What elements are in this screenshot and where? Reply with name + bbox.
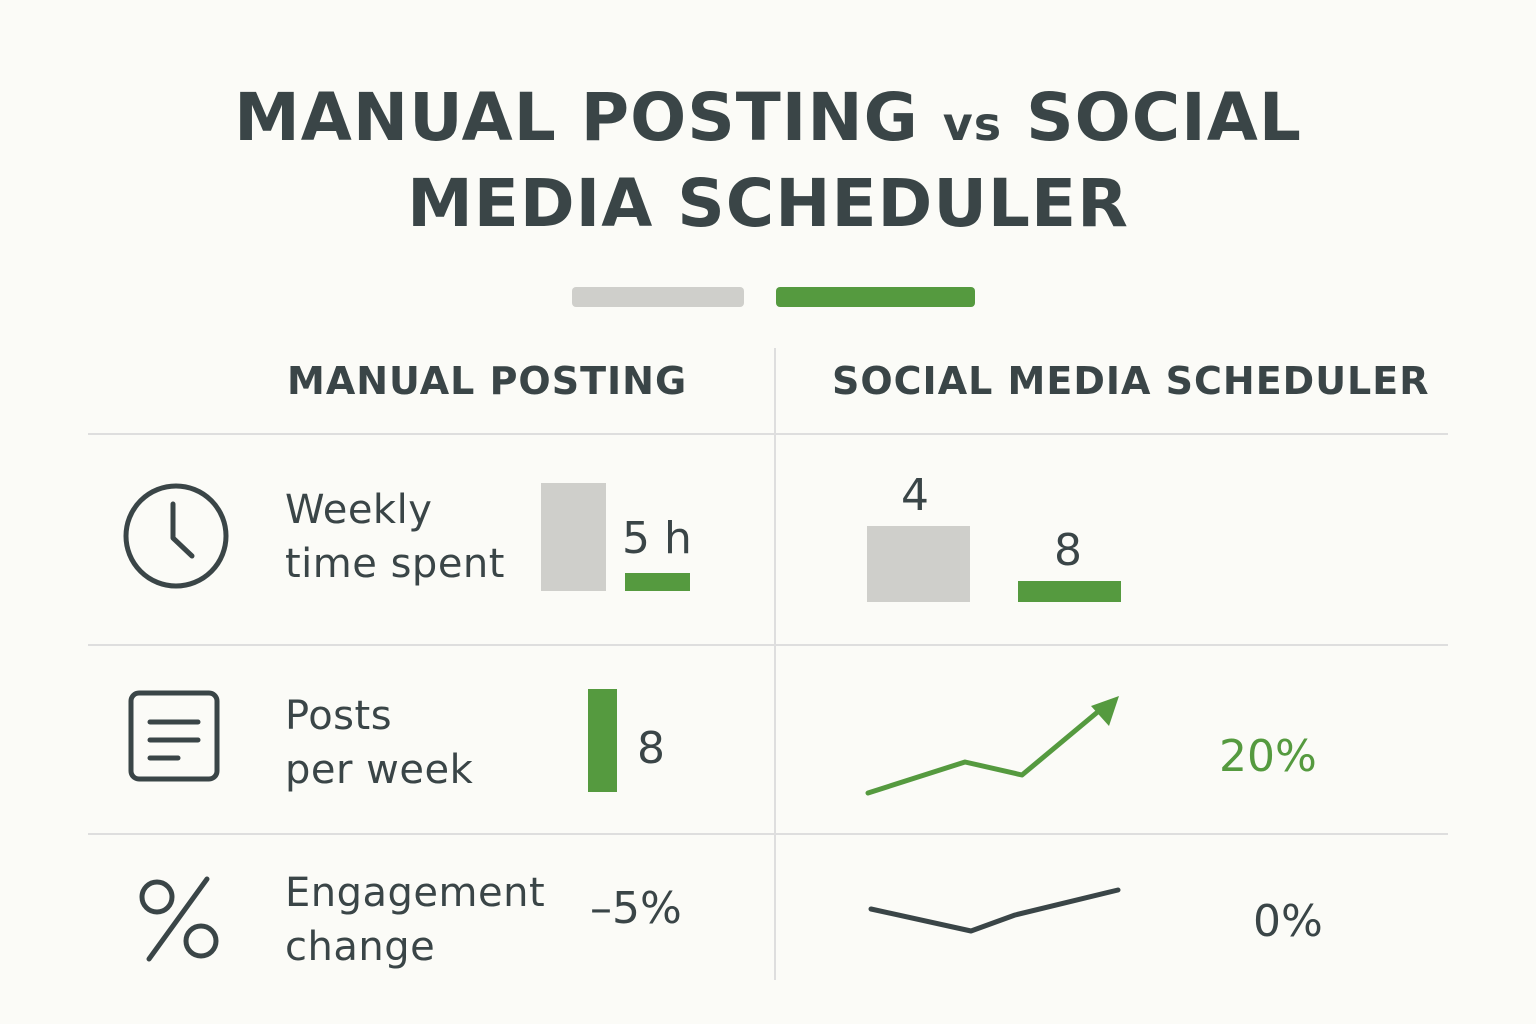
scheduler-posts-trend-arrowhead: [1091, 696, 1119, 726]
manual-engagement-value: –5%: [590, 883, 682, 934]
legend-swatch-manual: [572, 287, 744, 307]
manual-posts-value: 8: [637, 723, 665, 774]
title-part-social: SOCIAL: [1026, 79, 1302, 156]
column-header-scheduler: SOCIAL MEDIA SCHEDULER: [832, 359, 1430, 403]
scheduler-time-manual-bar: [867, 526, 970, 602]
manual-time-value: 5 h: [622, 513, 692, 564]
row-label-weekly-time: Weekly time spent: [285, 487, 505, 587]
row-label-posts-per-week: Posts per week: [285, 693, 474, 793]
column-header-manual: MANUAL POSTING: [287, 359, 688, 403]
scheduler-time-bar: [1018, 581, 1121, 602]
scheduler-time-value-a: 4: [901, 470, 929, 521]
scheduler-posts-trend-line: [865, 707, 1103, 796]
row-label-engagement-change: Engagement change: [285, 870, 546, 970]
manual-posts-bar: [588, 689, 617, 792]
column-divider: [774, 348, 776, 980]
scheduler-posts-value: 20%: [1219, 731, 1317, 782]
row-divider: [88, 433, 1448, 435]
scheduler-engagement-value: 0%: [1253, 896, 1323, 947]
scheduler-engagement-trend-line: [868, 887, 1121, 934]
chart-title: MANUAL POSTING vs SOCIAL MEDIA SCHEDULER: [0, 78, 1536, 244]
legend-swatch-scheduler: [776, 287, 975, 307]
title-line-2: MEDIA SCHEDULER: [407, 165, 1129, 242]
scheduler-time-value-b: 8: [1054, 525, 1082, 576]
manual-time-bar: [541, 483, 606, 591]
percent-icon: [139, 876, 219, 962]
row-divider: [88, 644, 1448, 646]
document-icon: [128, 690, 220, 782]
manual-time-scheduler-bar: [625, 573, 690, 591]
title-part-manual: MANUAL POSTING: [234, 79, 919, 156]
title-vs: vs: [942, 97, 1003, 151]
row-divider: [88, 833, 1448, 835]
clock-icon: [123, 483, 229, 589]
